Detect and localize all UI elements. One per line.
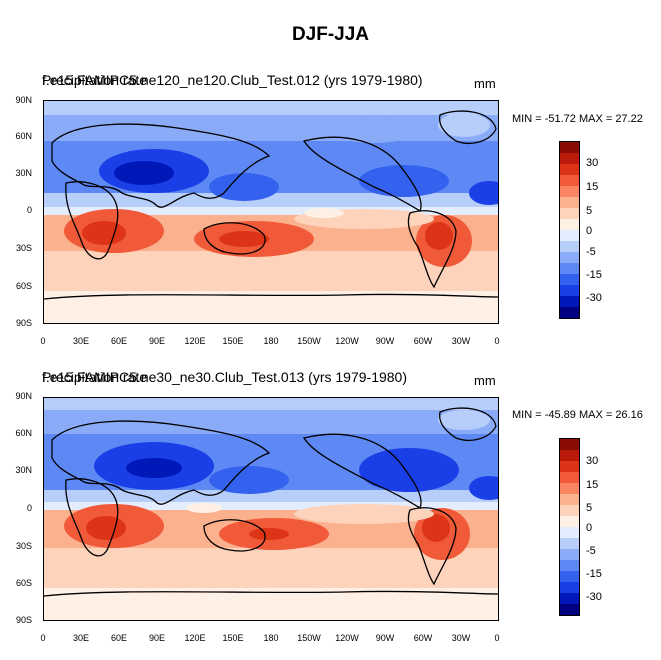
colorbar-tick-label: 15 bbox=[586, 181, 599, 193]
colorbar-cell bbox=[560, 208, 579, 219]
lat-tick-label: 60S bbox=[15, 281, 32, 291]
colorbar-cell bbox=[560, 494, 579, 505]
colorbar-tick-label: 5 bbox=[586, 502, 593, 514]
colorbar-cell bbox=[560, 604, 579, 615]
lat-tick-label: 30S bbox=[15, 541, 32, 551]
lat-tick-label: 30S bbox=[15, 243, 32, 253]
units-label: mm bbox=[474, 76, 496, 91]
lon-tick-label: 30W bbox=[451, 633, 471, 643]
colorbar-cell bbox=[560, 186, 579, 197]
minmax-label: MIN = -45.89 MAX = 26.16 bbox=[512, 409, 643, 421]
colorbar-tick-label: -15 bbox=[586, 568, 602, 580]
colorbar-cell bbox=[560, 285, 579, 296]
lon-tick-label: 120W bbox=[335, 336, 359, 346]
lon-tick-label: 150W bbox=[297, 633, 321, 643]
lon-tick-label: 180 bbox=[263, 633, 279, 643]
colorbar bbox=[559, 438, 580, 616]
lon-tick-label: 30W bbox=[451, 336, 471, 346]
lon-tick-label: 120E bbox=[184, 633, 206, 643]
colorbar-cell bbox=[560, 439, 579, 450]
colorbar-cell bbox=[560, 483, 579, 494]
lon-tick-label: 30E bbox=[72, 336, 89, 346]
lon-tick-label: 120W bbox=[335, 633, 359, 643]
colorbar-cell bbox=[560, 472, 579, 483]
lat-tick-label: 0 bbox=[26, 503, 32, 513]
lon-tick-label: 0 bbox=[494, 336, 500, 346]
case-label: f.e15.FAMIPC5.ne30_ne30.Club_Test.013 (y… bbox=[42, 369, 408, 385]
colorbar-tick-label: -15 bbox=[586, 269, 602, 281]
colorbar-cell bbox=[560, 560, 579, 571]
lat-tick-label: 90N bbox=[15, 95, 32, 105]
lon-tick-label: 0 bbox=[494, 633, 500, 643]
colorbar-tick-label: 0 bbox=[586, 522, 593, 534]
lon-tick-label: 90E bbox=[148, 633, 165, 643]
units-label: mm bbox=[474, 373, 496, 388]
colorbar-cell bbox=[560, 582, 579, 593]
colorbar-cell bbox=[560, 461, 579, 472]
lon-tick-label: 30E bbox=[72, 633, 89, 643]
lon-tick-label: 150W bbox=[297, 336, 321, 346]
colorbar-cell bbox=[560, 593, 579, 604]
lat-tick-label: 0 bbox=[26, 205, 32, 215]
lon-tick-label: 60E bbox=[110, 633, 127, 643]
lat-tick-label: 60N bbox=[15, 428, 32, 438]
lon-tick-label: 90W bbox=[375, 633, 395, 643]
colorbar-tick-label: -5 bbox=[586, 246, 596, 258]
colorbar-tick-label: -30 bbox=[586, 292, 602, 304]
colorbar-tick-label: 5 bbox=[586, 205, 593, 217]
lon-tick-label: 90W bbox=[375, 336, 395, 346]
colorbar-cell bbox=[560, 516, 579, 527]
colorbar-cell bbox=[560, 175, 579, 186]
colorbar-cell bbox=[560, 241, 579, 252]
colorbar bbox=[559, 141, 580, 319]
map-plot bbox=[43, 397, 499, 621]
figure-title: DJF-JJA bbox=[291, 24, 370, 45]
lon-tick-label: 180 bbox=[263, 336, 279, 346]
lon-tick-label: 0 bbox=[40, 633, 46, 643]
variable-label: Precipitation rate bbox=[42, 369, 148, 385]
lat-tick-label: 30N bbox=[15, 168, 32, 178]
colorbar-cell bbox=[560, 219, 579, 230]
colorbar-cell bbox=[560, 571, 579, 582]
lat-tick-label: 30N bbox=[15, 465, 32, 475]
colorbar-cell bbox=[560, 153, 579, 164]
lon-tick-label: 120E bbox=[184, 336, 206, 346]
colorbar-tick-label: 30 bbox=[586, 157, 599, 169]
lon-tick-label: 60E bbox=[110, 336, 127, 346]
lat-tick-label: 90S bbox=[15, 318, 32, 328]
colorbar-cell bbox=[560, 549, 579, 560]
lon-tick-label: 150E bbox=[222, 633, 244, 643]
lon-tick-label: 0 bbox=[40, 336, 46, 346]
colorbar-cell bbox=[560, 307, 579, 318]
colorbar-tick-label: 15 bbox=[586, 479, 599, 491]
lat-tick-label: 60N bbox=[15, 131, 32, 141]
colorbar-cell bbox=[560, 142, 579, 153]
colorbar-cell bbox=[560, 527, 579, 538]
colorbar-cell bbox=[560, 252, 579, 263]
colorbar-tick-label: -5 bbox=[586, 545, 596, 557]
colorbar-cell bbox=[560, 538, 579, 549]
colorbar-cell bbox=[560, 263, 579, 274]
lat-tick-label: 60S bbox=[15, 578, 32, 588]
lat-tick-label: 90S bbox=[15, 615, 32, 625]
colorbar-tick-label: 30 bbox=[586, 455, 599, 467]
colorbar-cell bbox=[560, 505, 579, 516]
lon-tick-label: 60W bbox=[413, 633, 433, 643]
lat-tick-label: 90N bbox=[15, 391, 32, 401]
colorbar-cell bbox=[560, 230, 579, 241]
colorbar-cell bbox=[560, 197, 579, 208]
minmax-label: MIN = -51.72 MAX = 27.22 bbox=[512, 113, 643, 125]
colorbar-tick-label: 0 bbox=[586, 225, 593, 237]
lon-tick-label: 150E bbox=[222, 336, 244, 346]
colorbar-cell bbox=[560, 164, 579, 175]
map-plot bbox=[43, 100, 499, 324]
lon-tick-label: 60W bbox=[413, 336, 433, 346]
colorbar-cell bbox=[560, 296, 579, 307]
colorbar-cell bbox=[560, 450, 579, 461]
colorbar-tick-label: -30 bbox=[586, 591, 602, 603]
case-label: f.e15.FAMIPC5.ne120_ne120.Club_Test.012 … bbox=[42, 72, 423, 88]
colorbar-cell bbox=[560, 274, 579, 285]
lon-tick-label: 90E bbox=[148, 336, 165, 346]
variable-label: Precipitation rate bbox=[42, 72, 148, 88]
